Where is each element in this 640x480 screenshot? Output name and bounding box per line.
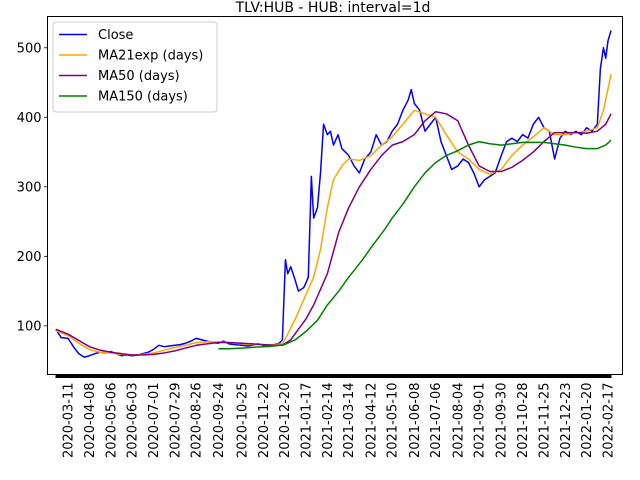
series-line-0 xyxy=(55,30,612,358)
y-tick-label-1: 200 xyxy=(17,250,42,265)
x-tick-label-10: 2020-12-20 xyxy=(278,383,293,459)
x-tick-label-8: 2020-10-25 xyxy=(235,383,250,459)
y-axis: 100 200 300 400 500 xyxy=(17,41,48,334)
x-tick-label-13: 2021-03-14 xyxy=(342,383,357,459)
legend-label-3: MA150 (days) xyxy=(98,90,188,105)
legend-label-1: MA21exp (days) xyxy=(98,49,203,64)
x-tick-label-24: 2022-01-20 xyxy=(580,383,595,459)
x-tick-label-16: 2021-06-08 xyxy=(408,383,423,459)
x-tick-label-12: 2021-02-14 xyxy=(321,383,336,459)
x-tick-label-0: 2020-03-11 xyxy=(62,383,77,459)
x-tick-label-15: 2021-05-10 xyxy=(386,383,401,459)
x-tick-label-11: 2021-01-17 xyxy=(300,383,315,459)
plot-frame xyxy=(47,16,623,375)
x-tick-label-19: 2021-09-01 xyxy=(473,383,488,459)
y-tick-label-2: 300 xyxy=(17,180,42,195)
series-line-2 xyxy=(55,110,612,356)
x-tick-label-21: 2021-10-28 xyxy=(516,383,531,459)
series-line-1 xyxy=(55,74,612,356)
x-tick-label-4: 2020-07-01 xyxy=(147,383,162,459)
chart-title: TLV:HUB - HUB: interval=1d xyxy=(235,0,431,16)
y-tick-label-4: 500 xyxy=(17,41,42,56)
legend-label-2: MA50 (days) xyxy=(98,69,180,84)
x-tick-label-23: 2021-12-23 xyxy=(559,383,574,459)
x-tick-label-7: 2020-09-24 xyxy=(212,383,227,459)
x-tick-label-9: 2020-11-22 xyxy=(257,383,272,459)
x-tick-label-5: 2020-07-29 xyxy=(168,383,183,459)
legend-label-0: Close xyxy=(98,28,133,43)
x-tick-label-2: 2020-05-06 xyxy=(104,383,119,459)
x-tick-label-3: 2020-06-03 xyxy=(126,383,141,459)
x-tick-label-22: 2021-11-25 xyxy=(537,383,552,459)
x-tick-label-6: 2020-08-26 xyxy=(190,383,205,459)
x-tick-label-20: 2021-09-30 xyxy=(495,383,510,459)
legend-box xyxy=(52,21,218,113)
x-tick-label-1: 2020-04-08 xyxy=(83,383,98,459)
x-tick-label-25: 2022-02-17 xyxy=(602,383,617,459)
x-tick-label-14: 2021-04-12 xyxy=(364,383,379,459)
x-tick-label-18: 2021-08-04 xyxy=(451,383,466,459)
series-line-3 xyxy=(218,139,612,350)
x-tick-label-17: 2021-07-06 xyxy=(429,382,444,458)
x-minor-ticks xyxy=(55,374,612,378)
y-tick-label-0: 100 xyxy=(17,319,42,334)
plot-series xyxy=(55,30,612,358)
y-tick-label-3: 400 xyxy=(17,111,42,126)
legend: Close MA21exp (days) MA50 (days) MA150 (day… xyxy=(52,21,218,113)
x-axis: 2020-03-11 2020-04-08 2020-05-06 2020-06-03… xyxy=(55,374,617,459)
